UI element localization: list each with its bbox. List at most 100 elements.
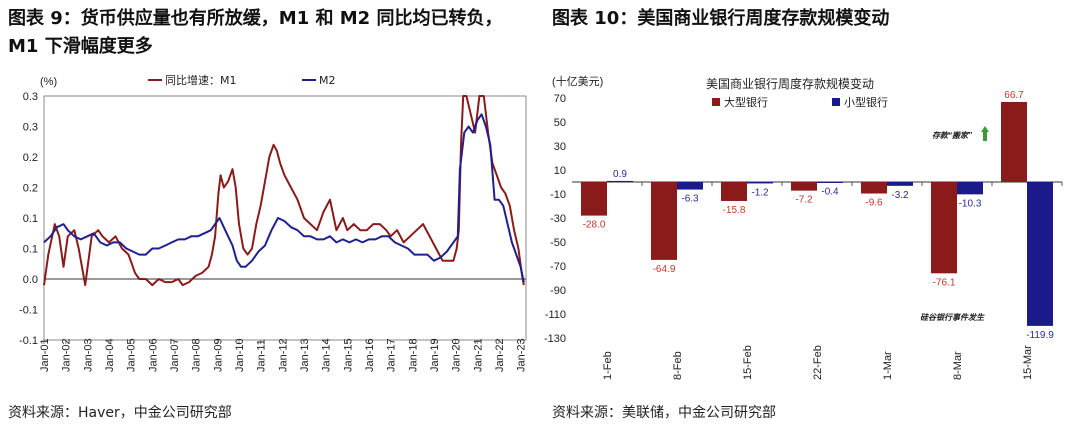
bar-value-label: 0.9 [613,169,627,180]
x-tick-label: Jan-19 [429,338,441,372]
y-tick-label: -70 [550,261,566,273]
x-tick-label: 15-Feb [742,345,754,380]
y-tick-label: -110 [545,309,566,321]
x-tick-label: Jan-06 [147,338,159,372]
x-tick-label: Jan-01 [39,338,51,372]
x-tick-label: 8-Mar [952,351,964,380]
green-up-arrow-icon [981,126,989,141]
x-tick-label: 15-Mar [1022,345,1034,380]
x-tick-label: Jan-14 [321,338,333,372]
x-tick-label: Jan-13 [299,338,311,372]
x-tick-label: Jan-20 [451,338,463,372]
x-tick-label: 8-Feb [672,351,684,380]
x-tick-label: Jan-05 [126,338,138,372]
left-legend: 同比增速：M1 M2 [148,73,336,87]
bar-large_bank [861,182,887,194]
y-tick-label: 0.2 [23,152,38,164]
bar-value-label: -64.9 [653,264,676,275]
x-tick-label: Jan-08 [191,338,203,372]
bar-value-label: -3.2 [891,190,909,201]
y-tick-label: 0.1 [23,244,38,256]
bar-small_bank [957,182,983,195]
x-tick-label: Jan-09 [212,338,224,372]
bar-value-label: -0.4 [821,186,839,197]
left-source: 资料来源：Haver，中金公司研究部 [8,405,232,421]
y-tick-label: 0.2 [23,183,38,195]
y-tick-label: 50 [554,117,566,129]
bar-small_bank [887,182,913,186]
y-tick-label: 0.3 [23,91,38,103]
y-tick-label: -10 [550,189,566,201]
annotation-svb-event: 硅谷银行事件发生 [920,313,985,322]
y-tick-label: 0.0 [23,274,38,286]
x-tick-label: Jan-10 [234,338,246,372]
legend-large-bank-swatch [712,98,720,106]
bar-small_bank [1027,182,1053,326]
bar-value-label: -10.3 [959,198,982,209]
y-tick-label: 70 [554,93,566,105]
x-tick-label: Jan-04 [104,338,116,372]
x-tick-label: Jan-15 [342,338,354,372]
left-chart-title-line1: 图表 9：货币供应量也有所放缓，M1 和 M2 同比均已转负， [8,8,503,29]
right-source: 资料来源：美联储，中金公司研究部 [552,405,776,421]
x-tick-label: Jan-18 [407,338,419,372]
right-chart-title: 图表 10：美国商业银行周度存款规模变动 [552,8,890,29]
y-tick-label: -0.1 [19,335,38,347]
bar-large_bank [1001,101,1027,182]
x-tick-label: Jan-16 [364,338,376,372]
series-line-m1 [43,95,525,287]
bar-large_bank [931,182,957,274]
bar-large_bank [581,182,607,216]
x-tick-label: 1-Feb [602,351,614,380]
bar-value-label: -28.0 [583,220,606,231]
x-tick-label: Jan-03 [82,338,94,372]
right-legend: 大型银行 小型银行 [712,95,888,109]
bar-value-label: -9.6 [865,198,883,209]
legend-small-bank-swatch [832,98,840,106]
right-y-axis-unit: (十亿美元) [552,74,603,88]
y-tick-label: -90 [550,285,566,297]
bar-value-label: -7.2 [795,195,813,206]
y-tick-label: -130 [544,333,566,345]
annotation-deposit-move: 存款“搬家” [932,131,972,140]
legend-small-bank-label: 小型银行 [844,95,888,109]
y-tick-label: 0.1 [23,213,38,225]
m1-m2-line-chart: (%) 0.3 0.3 0.2 0.2 0.1 0.1 0.0 -0.1 -0.1 Jan-01… [19,73,528,372]
x-tick-label: 22-Feb [812,345,824,380]
series-line-m2 [43,113,525,283]
y-tick-label: 10 [554,165,566,177]
y-tick-label: -30 [550,213,566,225]
bar-small_bank [607,180,633,182]
left-chart-title-line2: M1 下滑幅度更多 [8,36,153,57]
x-tick-label: Jan-17 [386,338,398,372]
bar-large_bank [721,182,747,201]
bar-value-label: -15.8 [723,205,746,216]
x-tick-label: 1-Mar [882,351,894,380]
bar-small_bank [677,182,703,190]
bar-small_bank [817,182,843,183]
bar-large_bank [651,182,677,260]
legend-large-bank-label: 大型银行 [724,95,768,109]
bar-small_bank [747,182,773,184]
bar-value-label: -119.9 [1026,330,1054,341]
y-tick-label: 0.3 [23,122,38,134]
x-tick-label: Jan-07 [169,338,181,372]
bank-deposit-bar-chart: (十亿美元) 美国商业银行周度存款规模变动 大型银行 小型银行 70 50 30 10… [544,74,1063,380]
y-tick-label: -50 [550,237,566,249]
legend-m2-label: M2 [319,74,336,87]
bar-large_bank [791,182,817,191]
x-tick-label: Jan-22 [494,338,506,372]
bar-value-label: 66.7 [1004,90,1024,101]
y-tick-label: -0.1 [19,305,38,317]
x-tick-label: Jan-12 [277,338,289,372]
x-tick-label: Jan-11 [256,339,268,372]
x-tick-label: Jan-21 [472,338,484,372]
x-tick-label: Jan-23 [516,338,528,372]
bar-value-label: -76.1 [933,277,956,288]
bar-value-label: -6.3 [681,194,699,205]
x-tick-label: Jan-02 [61,338,73,372]
right-inner-title: 美国商业银行周度存款规模变动 [706,76,874,91]
bar-value-label: -1.2 [751,187,769,198]
y-axis-unit: (%) [40,76,57,88]
